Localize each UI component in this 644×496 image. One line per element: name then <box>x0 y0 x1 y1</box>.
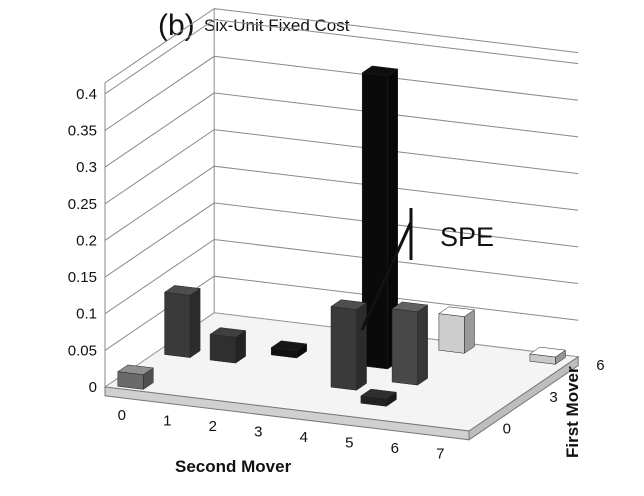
z-tick-label: 0.2 <box>76 232 97 249</box>
x-axis-ticks: 0 1 2 3 4 5 6 7 <box>118 407 445 463</box>
bar-top <box>438 306 476 317</box>
bar-front <box>330 306 357 391</box>
z-tick-label: 0.3 <box>76 159 97 176</box>
bar-top <box>391 301 429 313</box>
bar-top <box>360 388 398 400</box>
floor-side-edge <box>468 355 579 441</box>
bar-top <box>270 340 308 351</box>
bar-front <box>164 291 191 358</box>
z-axis-ticks: 0 0.05 0.1 0.15 0.2 0.25 0.3 0.35 0.4 <box>68 86 97 396</box>
z-tick-label: 0 <box>89 379 97 396</box>
bar <box>438 306 476 354</box>
z-gridline <box>104 238 579 315</box>
bar <box>330 299 368 391</box>
z-gridline <box>104 92 579 168</box>
wall-top-edge <box>104 8 579 84</box>
z-gridline <box>104 165 579 241</box>
bars <box>117 65 567 407</box>
x-tick-label: 6 <box>391 440 399 457</box>
z-gridline <box>104 129 579 205</box>
z-tick-label: 0.35 <box>68 122 97 139</box>
bar-top <box>117 364 154 375</box>
y-tick-label: 3 <box>549 389 557 406</box>
chart-title: Six-Unit Fixed Cost <box>204 16 350 35</box>
z-tick-label: 0.05 <box>68 342 97 359</box>
z-tick-label: 0.15 <box>68 269 97 286</box>
x-tick-label: 4 <box>300 429 308 446</box>
bar <box>529 346 567 365</box>
y-tick-label: 0 <box>503 421 511 438</box>
bar-top <box>529 346 567 358</box>
bar-side <box>189 288 201 359</box>
z-tick-label: 0.4 <box>76 86 97 103</box>
z-gridline <box>104 19 579 95</box>
x-tick-label: 1 <box>163 412 171 429</box>
spe-pointer-line <box>360 221 413 331</box>
bar-top <box>361 65 399 77</box>
x-tick-label: 2 <box>209 418 217 435</box>
bar-top <box>163 285 201 296</box>
z-gridline <box>104 275 579 351</box>
y-axis-ticks: 0 3 6 <box>503 357 605 438</box>
bar <box>360 388 398 407</box>
bar <box>117 364 154 390</box>
bar <box>209 327 247 364</box>
bar-front <box>438 313 465 354</box>
y-axis-title: First Mover <box>563 366 582 458</box>
bar-front <box>391 308 418 386</box>
bar <box>391 301 429 386</box>
x-tick-label: 7 <box>436 445 444 462</box>
x-tick-label: 5 <box>345 434 353 451</box>
bar <box>163 285 201 359</box>
z-tick-label: 0.25 <box>68 196 97 213</box>
bar <box>361 65 399 370</box>
spe-annotation: SPE <box>440 222 494 252</box>
x-axis-title: Second Mover <box>175 457 292 476</box>
x-tick-label: 3 <box>254 423 262 440</box>
bar-front <box>209 334 236 364</box>
z-gridline <box>104 202 579 278</box>
x-tick-label: 0 <box>118 407 126 424</box>
z-tick-label: 0.1 <box>76 306 97 323</box>
bar-side <box>417 304 428 386</box>
z-gridline <box>104 55 579 131</box>
bar-side <box>356 302 367 391</box>
bar <box>270 340 308 359</box>
y-tick-label: 6 <box>596 357 604 374</box>
bar-side <box>464 309 475 354</box>
bar-top <box>209 327 247 338</box>
bar-top <box>330 299 368 310</box>
